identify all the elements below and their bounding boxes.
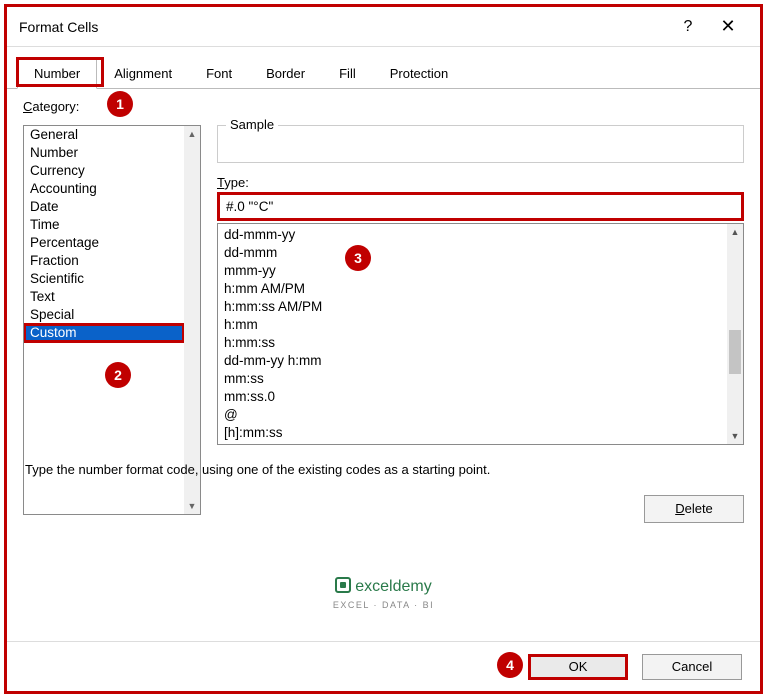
- scroll-down-icon[interactable]: ▼: [184, 498, 200, 514]
- ok-button[interactable]: OK: [528, 654, 628, 680]
- type-label: Type:: [217, 175, 744, 190]
- category-item-text[interactable]: Text: [24, 288, 184, 306]
- sample-group: Sample: [217, 125, 744, 163]
- tab-border[interactable]: Border: [249, 59, 322, 88]
- delete-button[interactable]: Delete: [644, 495, 744, 523]
- category-label: Category:: [23, 99, 744, 114]
- type-item[interactable]: dd-mmm-yy: [224, 226, 721, 244]
- category-item-percentage[interactable]: Percentage: [24, 234, 184, 252]
- type-input[interactable]: [217, 192, 744, 221]
- type-item[interactable]: dd-mmm: [224, 244, 721, 262]
- type-item[interactable]: h:mm:ss: [224, 334, 721, 352]
- close-icon[interactable]: ✕: [708, 16, 748, 37]
- type-scrollbar[interactable]: ▲ ▼: [727, 224, 743, 444]
- type-item[interactable]: mm:ss: [224, 370, 721, 388]
- type-item[interactable]: h:mm: [224, 316, 721, 334]
- right-pane: Sample Type: dd-mmm-yy dd-mmm mmm-yy h:m…: [217, 125, 744, 445]
- type-item[interactable]: dd-mm-yy h:mm: [224, 352, 721, 370]
- format-cells-dialog: Format Cells ? ✕ Number Alignment Font B…: [4, 4, 763, 694]
- type-item[interactable]: h:mm:ss AM/PM: [224, 298, 721, 316]
- category-scrollbar[interactable]: ▲ ▼: [184, 126, 200, 514]
- tab-panel-number: Category: General Number Currency Accoun…: [7, 89, 760, 114]
- type-item[interactable]: [h]:mm:ss: [224, 424, 721, 442]
- titlebar: Format Cells ? ✕: [7, 7, 760, 47]
- tab-font[interactable]: Font: [189, 59, 249, 88]
- hint-text: Type the number format code, using one o…: [25, 462, 490, 477]
- tab-alignment[interactable]: Alignment: [97, 59, 189, 88]
- category-item-fraction[interactable]: Fraction: [24, 252, 184, 270]
- logo-icon: [335, 577, 351, 593]
- help-icon[interactable]: ?: [668, 18, 708, 36]
- tab-number[interactable]: Number: [17, 59, 97, 89]
- tab-fill[interactable]: Fill: [322, 59, 373, 88]
- dialog-footer: OK Cancel: [7, 641, 760, 691]
- watermark: exceldemy EXCEL · DATA · BI: [7, 577, 760, 611]
- scroll-up-icon[interactable]: ▲: [727, 224, 743, 240]
- type-item[interactable]: mmm-yy: [224, 262, 721, 280]
- category-item-currency[interactable]: Currency: [24, 162, 184, 180]
- scroll-down-icon[interactable]: ▼: [727, 428, 743, 444]
- category-item-time[interactable]: Time: [24, 216, 184, 234]
- category-list: General Number Currency Accounting Date …: [24, 126, 184, 514]
- scroll-up-icon[interactable]: ▲: [184, 126, 200, 142]
- category-item-number[interactable]: Number: [24, 144, 184, 162]
- category-item-custom[interactable]: Custom: [24, 324, 184, 342]
- scroll-thumb[interactable]: [729, 330, 741, 374]
- watermark-sub: EXCEL · DATA · BI: [333, 600, 434, 610]
- watermark-brand: exceldemy: [355, 578, 431, 595]
- tab-protection[interactable]: Protection: [373, 59, 466, 88]
- scroll-track[interactable]: [727, 240, 743, 428]
- category-item-special[interactable]: Special: [24, 306, 184, 324]
- category-item-general[interactable]: General: [24, 126, 184, 144]
- tab-strip: Number Alignment Font Border Fill Protec…: [7, 47, 760, 89]
- sample-legend: Sample: [226, 117, 278, 132]
- type-item[interactable]: h:mm AM/PM: [224, 280, 721, 298]
- cancel-button[interactable]: Cancel: [642, 654, 742, 680]
- category-item-scientific[interactable]: Scientific: [24, 270, 184, 288]
- type-listbox[interactable]: dd-mmm-yy dd-mmm mmm-yy h:mm AM/PM h:mm:…: [217, 223, 744, 445]
- type-items: dd-mmm-yy dd-mmm mmm-yy h:mm AM/PM h:mm:…: [218, 224, 727, 444]
- category-item-accounting[interactable]: Accounting: [24, 180, 184, 198]
- type-item[interactable]: @: [224, 406, 721, 424]
- category-listbox[interactable]: General Number Currency Accounting Date …: [23, 125, 201, 515]
- type-item[interactable]: mm:ss.0: [224, 388, 721, 406]
- category-item-date[interactable]: Date: [24, 198, 184, 216]
- dialog-title: Format Cells: [19, 19, 668, 35]
